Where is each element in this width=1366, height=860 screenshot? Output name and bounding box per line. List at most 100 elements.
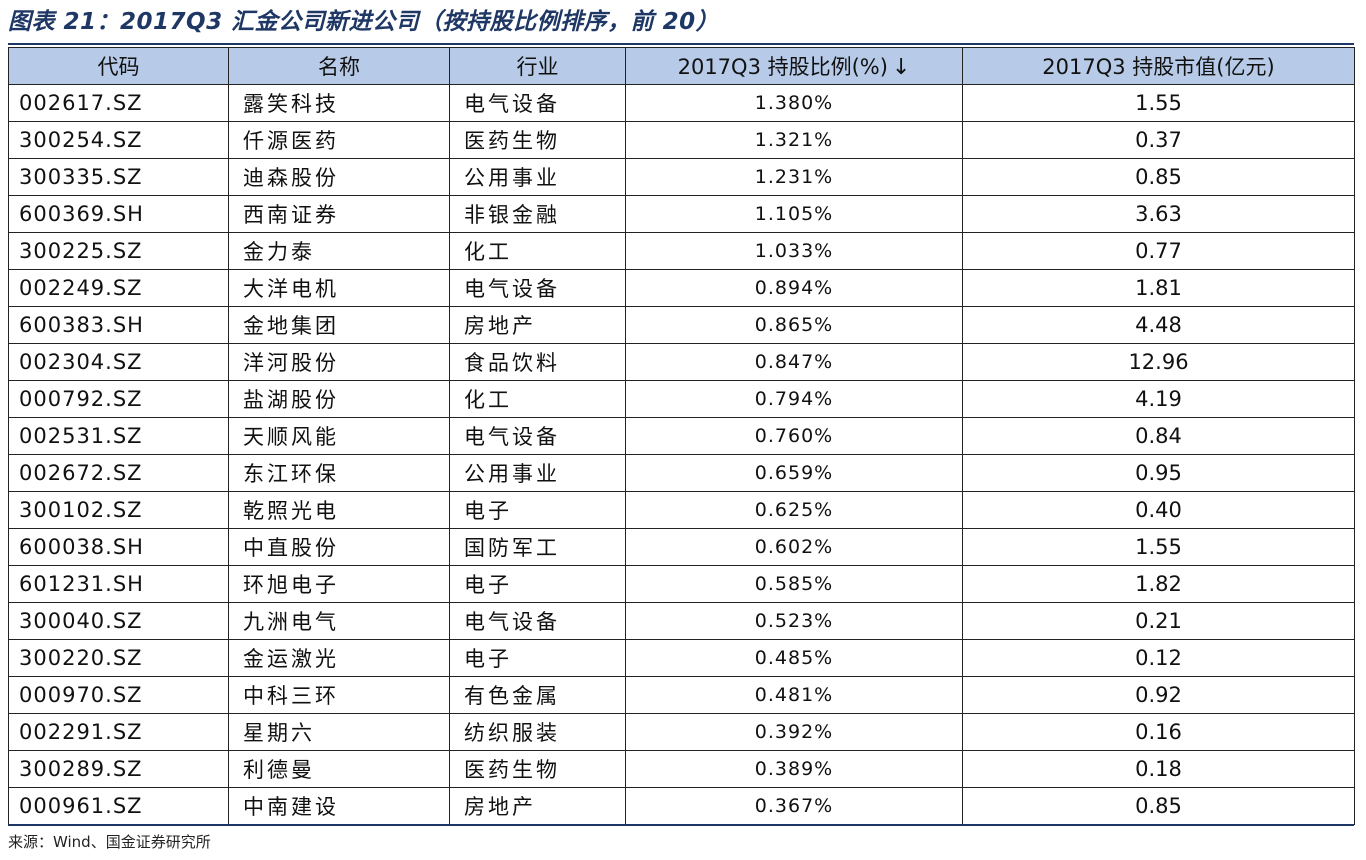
cell-name: 盐湖股份 — [228, 380, 450, 418]
cell-industry: 电气设备 — [449, 417, 626, 455]
cell-code: 300289.SZ — [8, 750, 229, 788]
cell-industry: 电气设备 — [449, 84, 626, 122]
cell-industry: 医药生物 — [449, 121, 626, 159]
header-name[interactable]: 名称 — [228, 47, 450, 85]
cell-industry: 电子 — [449, 491, 626, 529]
cell-market-value: 1.81 — [962, 269, 1355, 307]
cell-holding-ratio: 0.865% — [625, 306, 963, 344]
table-row: 002672.SZ 东江环保 公用事业 0.659% 0.95 — [8, 454, 1355, 492]
cell-industry: 化工 — [449, 380, 626, 418]
cell-market-value: 4.19 — [962, 380, 1355, 418]
table-row: 300220.SZ 金运激光 电子 0.485% 0.12 — [8, 639, 1355, 677]
cell-industry: 纺织服装 — [449, 713, 626, 751]
cell-code: 300225.SZ — [8, 232, 229, 270]
table-row: 300102.SZ 乾照光电 电子 0.625% 0.40 — [8, 491, 1355, 529]
cell-name: 东江环保 — [228, 454, 450, 492]
cell-name: 金运激光 — [228, 639, 450, 677]
table-row: 300289.SZ 利德曼 医药生物 0.389% 0.18 — [8, 750, 1355, 788]
cell-holding-ratio: 0.847% — [625, 343, 963, 381]
cell-name: 大洋电机 — [228, 269, 450, 307]
cell-code: 000961.SZ — [8, 787, 229, 825]
header-holding-ratio[interactable]: 2017Q3 持股比例(%) ↓ — [625, 47, 963, 85]
cell-name: 九洲电气 — [228, 602, 450, 640]
cell-holding-ratio: 0.485% — [625, 639, 963, 677]
cell-industry: 电气设备 — [449, 602, 626, 640]
table-row: 002617.SZ 露笑科技 电气设备 1.380% 1.55 — [8, 84, 1355, 122]
cell-holding-ratio: 0.760% — [625, 417, 963, 455]
cell-market-value: 3.63 — [962, 195, 1355, 233]
cell-market-value: 0.85 — [962, 787, 1355, 825]
cell-name: 金力泰 — [228, 232, 450, 270]
table-row: 300335.SZ 迪森股份 公用事业 1.231% 0.85 — [8, 158, 1355, 196]
cell-code: 000970.SZ — [8, 676, 229, 714]
cell-code: 300040.SZ — [8, 602, 229, 640]
cell-industry: 公用事业 — [449, 454, 626, 492]
cell-industry: 有色金属 — [449, 676, 626, 714]
cell-market-value: 12.96 — [962, 343, 1355, 381]
sort-desc-icon[interactable]: ↓ — [891, 55, 911, 80]
cell-market-value: 0.84 — [962, 417, 1355, 455]
cell-holding-ratio: 0.585% — [625, 565, 963, 603]
cell-name: 迪森股份 — [228, 158, 450, 196]
cell-industry: 食品饮料 — [449, 343, 626, 381]
cell-code: 601231.SH — [8, 565, 229, 603]
cell-code: 600369.SH — [8, 195, 229, 233]
cell-industry: 房地产 — [449, 787, 626, 825]
cell-code: 300335.SZ — [8, 158, 229, 196]
table-row: 000792.SZ 盐湖股份 化工 0.794% 4.19 — [8, 380, 1355, 418]
holdings-table: 代码 名称 行业 2017Q3 持股比例(%) ↓ 2017Q3 持股市值(亿元)… — [8, 47, 1355, 825]
table-row: 000970.SZ 中科三环 有色金属 0.481% 0.92 — [8, 676, 1355, 714]
cell-market-value: 0.92 — [962, 676, 1355, 714]
cell-name: 中直股份 — [228, 528, 450, 566]
table-row: 002291.SZ 星期六 纺织服装 0.392% 0.16 — [8, 713, 1355, 751]
cell-name: 乾照光电 — [228, 491, 450, 529]
table-row: 300225.SZ 金力泰 化工 1.033% 0.77 — [8, 232, 1355, 270]
cell-name: 利德曼 — [228, 750, 450, 788]
table-row: 600038.SH 中直股份 国防军工 0.602% 1.55 — [8, 528, 1355, 566]
cell-industry: 电子 — [449, 565, 626, 603]
cell-name: 仟源医药 — [228, 121, 450, 159]
cell-holding-ratio: 1.380% — [625, 84, 963, 122]
cell-market-value: 0.18 — [962, 750, 1355, 788]
cell-market-value: 0.16 — [962, 713, 1355, 751]
cell-market-value: 1.82 — [962, 565, 1355, 603]
cell-code: 002617.SZ — [8, 84, 229, 122]
cell-name: 星期六 — [228, 713, 450, 751]
cell-holding-ratio: 0.481% — [625, 676, 963, 714]
cell-holding-ratio: 0.367% — [625, 787, 963, 825]
cell-code: 600383.SH — [8, 306, 229, 344]
header-holding-ratio-label: 2017Q3 持股比例(%) — [677, 55, 888, 79]
cell-industry: 电子 — [449, 639, 626, 677]
cell-code: 000792.SZ — [8, 380, 229, 418]
cell-holding-ratio: 0.389% — [625, 750, 963, 788]
cell-industry: 国防军工 — [449, 528, 626, 566]
cell-market-value: 0.95 — [962, 454, 1355, 492]
table-row: 002531.SZ 天顺风能 电气设备 0.760% 0.84 — [8, 417, 1355, 455]
cell-holding-ratio: 0.794% — [625, 380, 963, 418]
cell-market-value: 0.37 — [962, 121, 1355, 159]
cell-industry: 公用事业 — [449, 158, 626, 196]
header-market-value[interactable]: 2017Q3 持股市值(亿元) — [962, 47, 1355, 85]
cell-industry: 房地产 — [449, 306, 626, 344]
cell-market-value: 0.21 — [962, 602, 1355, 640]
title-divider — [8, 43, 1354, 45]
cell-name: 露笑科技 — [228, 84, 450, 122]
cell-industry: 非银金融 — [449, 195, 626, 233]
cell-holding-ratio: 0.602% — [625, 528, 963, 566]
cell-code: 300220.SZ — [8, 639, 229, 677]
cell-market-value: 1.55 — [962, 528, 1355, 566]
header-code[interactable]: 代码 — [8, 47, 229, 85]
cell-holding-ratio: 1.321% — [625, 121, 963, 159]
figure-title: 图表 21：2017Q3 汇金公司新进公司（按持股比例排序，前 20） — [8, 9, 720, 35]
cell-name: 西南证券 — [228, 195, 450, 233]
table-row: 002249.SZ 大洋电机 电气设备 0.894% 1.81 — [8, 269, 1355, 307]
cell-code: 300254.SZ — [8, 121, 229, 159]
cell-market-value: 0.40 — [962, 491, 1355, 529]
cell-holding-ratio: 0.659% — [625, 454, 963, 492]
header-industry[interactable]: 行业 — [449, 47, 626, 85]
cell-code: 002672.SZ — [8, 454, 229, 492]
cell-name: 金地集团 — [228, 306, 450, 344]
cell-industry: 医药生物 — [449, 750, 626, 788]
bottom-divider — [8, 824, 1354, 826]
cell-holding-ratio: 0.523% — [625, 602, 963, 640]
